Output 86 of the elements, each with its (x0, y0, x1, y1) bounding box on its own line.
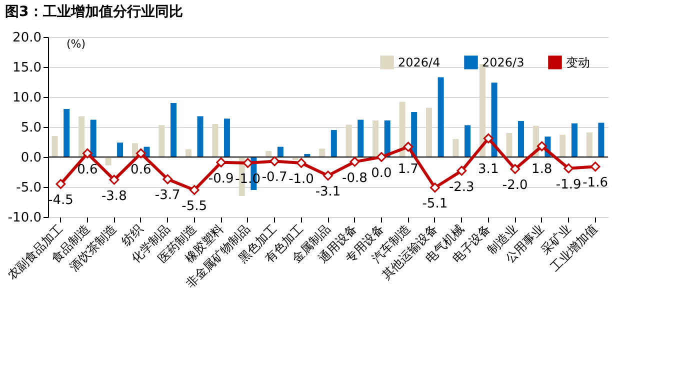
bar (90, 120, 96, 157)
bar (185, 149, 192, 157)
point (350, 156, 360, 167)
bar (346, 124, 352, 157)
y-tick-label: 5.0 (20, 120, 42, 136)
data-label: -1.0 (288, 172, 314, 187)
data-label: 1.7 (398, 162, 419, 177)
bar (330, 130, 337, 157)
data-label: 0.6 (130, 162, 152, 178)
bar (598, 122, 604, 157)
legend-label: 变动 (566, 55, 590, 70)
bar (266, 151, 272, 157)
point (483, 133, 494, 144)
bar (586, 132, 592, 157)
y-tick-label: 0.0 (20, 150, 42, 166)
bar (52, 136, 58, 157)
point (403, 142, 414, 152)
bar (506, 133, 512, 157)
bar (411, 112, 418, 157)
bar (372, 120, 379, 157)
data-label: -4.5 (48, 193, 74, 208)
legend-label: 2026/4 (398, 55, 440, 70)
bar (399, 102, 406, 157)
legend-label: 2026/3 (482, 55, 524, 70)
data-label: -1.6 (582, 176, 608, 191)
data-label: -0.8 (342, 170, 368, 186)
y-tick-label: 10.0 (12, 90, 42, 106)
point (456, 166, 467, 176)
y-tick-label: -5.0 (16, 180, 42, 196)
point (376, 152, 386, 162)
bar (384, 120, 390, 157)
bar (197, 116, 204, 157)
point (136, 148, 146, 158)
bar (212, 124, 218, 157)
point (510, 164, 520, 174)
bar (464, 125, 471, 157)
data-label: 0.0 (371, 166, 392, 181)
bar (571, 123, 578, 157)
data-label: -1.9 (556, 177, 582, 192)
bar (319, 148, 326, 157)
point (296, 158, 306, 168)
data-label: 1.8 (532, 162, 552, 177)
point (590, 162, 600, 172)
data-label: -0.7 (262, 170, 288, 186)
y-axis-title: (%) (66, 38, 86, 50)
bar (452, 139, 459, 157)
bar (560, 134, 566, 157)
bar (224, 118, 230, 157)
point (109, 174, 120, 185)
point (323, 170, 333, 181)
bar (117, 142, 124, 157)
point (536, 141, 547, 152)
bar (158, 125, 165, 157)
data-label: -3.1 (315, 184, 341, 200)
data-label: 3.1 (478, 162, 499, 177)
data-label: -3.8 (101, 188, 127, 204)
point (564, 163, 574, 174)
bar (64, 109, 70, 157)
data-label: -5.1 (422, 196, 448, 212)
point (56, 179, 66, 189)
data-label: -5.5 (182, 199, 208, 214)
data-label: -3.7 (154, 188, 180, 204)
y-tick-label: 15.0 (12, 60, 42, 76)
bar (358, 120, 364, 157)
y-tick-label: -10.0 (8, 210, 42, 226)
bar (78, 116, 85, 157)
data-label: -2.3 (448, 180, 474, 195)
point (82, 148, 92, 158)
point (162, 174, 173, 184)
bar (277, 146, 284, 157)
data-label: 0.6 (77, 162, 98, 178)
bar (518, 121, 524, 157)
bar (426, 108, 432, 157)
point (216, 157, 226, 168)
point (430, 182, 440, 193)
chart-title: 图3：工业增加值分行业同比 (5, 4, 183, 20)
bar (105, 157, 112, 166)
bar (491, 82, 498, 157)
bar (438, 77, 444, 157)
data-label: -2.0 (502, 178, 528, 193)
data-label: -0.9 (208, 171, 234, 186)
point (270, 156, 280, 166)
point (242, 158, 253, 168)
point (189, 185, 200, 195)
y-tick-label: 20.0 (12, 30, 42, 46)
bar (170, 103, 177, 157)
